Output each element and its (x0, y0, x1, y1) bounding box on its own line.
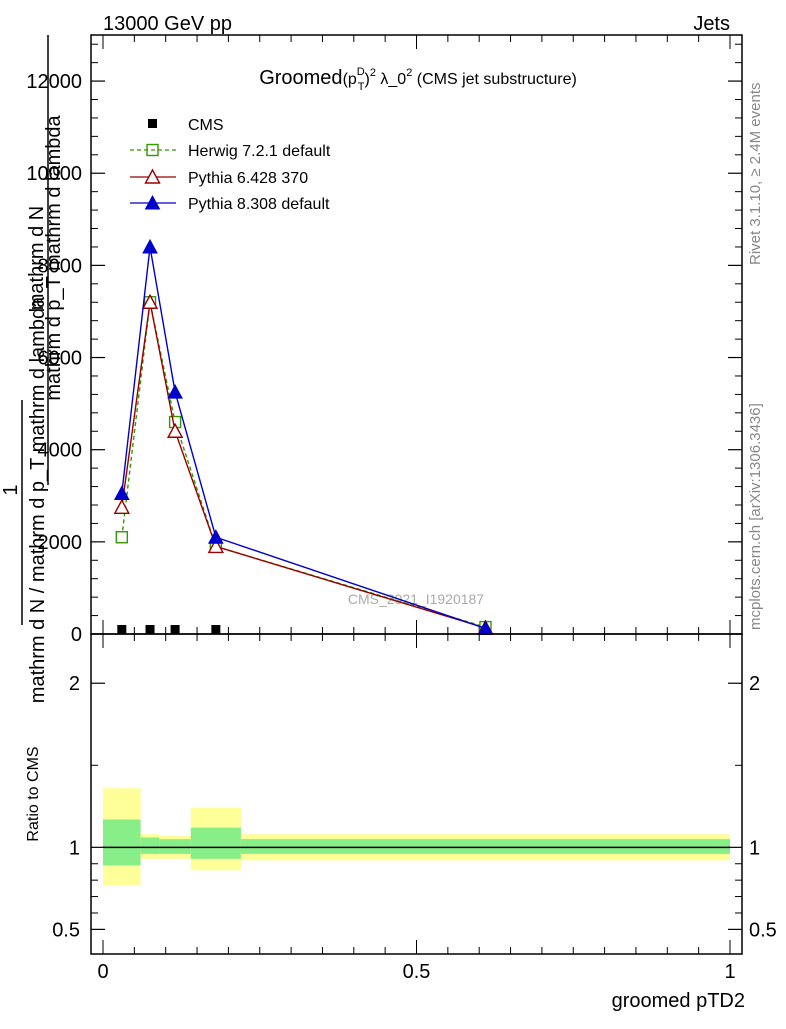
data-point-pythia-8-308-default (113, 485, 130, 500)
x-tick-label: 0.5 (403, 961, 431, 983)
main-y-tick-label: 0 (71, 624, 82, 646)
ylabel-denominator-top: mathrm d p_T mathrm d lambda (43, 114, 65, 400)
main-y-tick-label: 10000 (26, 163, 82, 185)
legend-marker-pythia8 (144, 194, 161, 210)
data-point-cms (145, 625, 155, 634)
ratio-plot-frame (90, 633, 743, 955)
ratio-band-inner (159, 839, 191, 854)
plot-title: Groomed(pD T)2 λ_02 (CMS jet substructure… (259, 66, 577, 93)
main-y-tick-label: 2000 (38, 532, 83, 554)
ratio-y-tick-label-right: 1 (749, 837, 760, 859)
mcplots-label: mcplots.cern.ch [arXiv:1306.3436] (747, 403, 764, 630)
ratio-y-axis-label: Ratio to CMS (25, 746, 42, 841)
ratio-y-tick-label: 1 (69, 837, 80, 859)
ylabel-numerator-top: mathrm d N (26, 206, 48, 310)
title-close: ) (364, 71, 369, 88)
x-tick-label: 0 (97, 961, 108, 983)
legend-marker-herwig (146, 143, 159, 157)
legend-label-cms: CMS (188, 117, 224, 134)
data-point-cms (117, 625, 127, 634)
data-point-cms (211, 625, 221, 634)
title-tail: (CMS jet substructure) (412, 71, 576, 88)
main-series-group (113, 238, 494, 635)
x-tick-label: 1 (724, 961, 735, 983)
legend-label-pythia6: Pythia 6.428 370 (188, 170, 308, 187)
analysis-watermark: CMS_2021_I1920187 (348, 591, 484, 607)
legend-label-pythia8: Pythia 8.308 default (188, 196, 330, 213)
ratio-band-inner (190, 827, 241, 859)
legend-entry-pythia8: Pythia 8.308 default (130, 194, 330, 213)
legend: CMS Herwig 7.2.1 default Pythia 6.428 37… (130, 117, 331, 213)
ratio-y-tick-label-right: 0.5 (749, 919, 777, 941)
data-point-cms (170, 625, 180, 634)
data-point-pythia-8-308-default (142, 238, 158, 254)
rivet-label: Rivet 3.1.10, ≥ 2.4M events (747, 83, 764, 266)
legend-marker-pythia6 (144, 168, 161, 184)
series-line-pythia-6-428-370 (121, 302, 486, 629)
ratio-y-tick-labels: 0.5 1 2 (52, 673, 80, 941)
main-y-axis-label: mathrm d N mathrm d p_T mathrm d lambda … (0, 35, 65, 703)
title-main: Groomed (259, 67, 342, 89)
title-pt-sup: D (357, 66, 365, 78)
main-y-tick-label: 12000 (26, 71, 82, 93)
title-pt-sub: T (358, 81, 365, 93)
legend-marker-cms (148, 119, 157, 128)
legend-entry-pythia6: Pythia 6.428 370 (130, 168, 308, 187)
title-lambda: λ_0 (376, 71, 406, 88)
data-point-pythia-8-308-default (167, 384, 183, 399)
ratio-y-tick-label: 0.5 (52, 919, 80, 941)
x-tick-labels: 0 0.5 1 (97, 961, 735, 983)
ratio-y-tick-label-right: 2 (749, 673, 760, 695)
series-line-herwig-7-2-1-default (121, 302, 486, 628)
ratio-y-tick-label: 2 (69, 673, 80, 695)
title-close-sup: 2 (370, 67, 376, 79)
process-label: Jets (693, 13, 730, 35)
ylabel-denominator-bottom: mathrm d N / mathrm d p_T mathrm d lambd… (27, 296, 49, 703)
data-point-pythia-6-428-370 (207, 537, 225, 554)
data-point-pythia-6-428-370 (141, 293, 159, 309)
ratio-y-tick-labels-right: 0.5 1 2 (749, 673, 777, 941)
x-axis-label: groomed pTD2 (612, 990, 745, 1012)
ratio-band-inner (240, 839, 730, 854)
energy-label: 13000 GeV pp (103, 13, 232, 35)
ratio-plot-panel: 0.512 0.512 0 0.5 1 Ratio to CMS groomed p… (25, 633, 777, 1012)
ylabel-one: 1 (0, 484, 22, 495)
data-point-pythia-6-428-370 (166, 422, 184, 438)
data-point-pythia-6-428-370 (113, 498, 130, 514)
data-point-pythia-8-308-default (208, 529, 224, 544)
ratio-band-inner (140, 837, 160, 854)
ratio-uncertainty-bands (103, 788, 730, 886)
ratio-band-inner (103, 819, 141, 866)
title-lambda-sup: 2 (406, 67, 412, 79)
title-pt: (p (343, 71, 357, 88)
ratio-axis-ticks (91, 634, 742, 954)
legend-entry-herwig: Herwig 7.2.1 default (130, 143, 331, 160)
main-axis-ticks (91, 35, 742, 635)
legend-entry-cms: CMS (148, 117, 224, 134)
data-point-herwig-7-2-1-default (115, 531, 129, 544)
legend-label-herwig: Herwig 7.2.1 default (188, 143, 331, 160)
